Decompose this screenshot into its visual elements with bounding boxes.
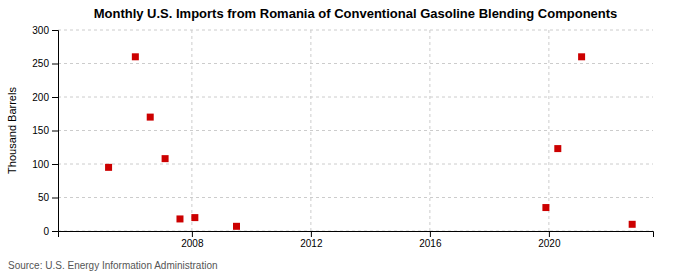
- y-grid-line: [58, 164, 653, 165]
- x-grid-line: [548, 30, 549, 231]
- y-tick: 100: [32, 159, 58, 170]
- plot: 2008 2012 2016 2020 0 50 100 150 200 250 300: [32, 25, 653, 249]
- point: [132, 53, 139, 60]
- y-tick: 0: [43, 226, 58, 237]
- y-tick-mark: [52, 64, 58, 65]
- y-tick: 200: [32, 92, 58, 103]
- x-tick-label: 2016: [419, 238, 442, 249]
- point: [162, 155, 169, 162]
- y-tick-mark: [52, 97, 58, 98]
- x-tick: 2012: [300, 231, 323, 249]
- y-tick: 300: [32, 25, 58, 36]
- x-tick-mark: [311, 231, 312, 237]
- point: [578, 53, 585, 60]
- y-tick-mark: [52, 231, 58, 232]
- x-tick-mark: [430, 231, 431, 237]
- y-axis-line: [52, 31, 59, 232]
- x-tick: 2020: [538, 231, 561, 249]
- y-grid-line: [58, 197, 653, 198]
- x-tick-mark: [549, 231, 550, 237]
- y-tick-mark: [52, 30, 58, 31]
- x-axis: 2008 2012 2016 2020: [59, 231, 654, 249]
- point: [105, 164, 112, 171]
- y-tick: 50: [38, 192, 58, 203]
- y-tick-label: 100: [32, 159, 49, 170]
- point: [629, 221, 636, 228]
- x-tick-label: 2008: [181, 238, 204, 249]
- points: [105, 53, 636, 230]
- y-grid-line: [58, 30, 653, 31]
- x-tick: 2008: [181, 231, 204, 249]
- y-grid-line: [58, 130, 653, 131]
- y-tick-label: 150: [32, 125, 49, 136]
- y-tick-mark: [52, 164, 58, 165]
- y-axis: 0 50 100 150 200 250 300: [32, 25, 58, 237]
- point: [233, 223, 240, 230]
- y-tick: 150: [32, 125, 58, 136]
- point: [147, 114, 154, 121]
- grid: [58, 30, 653, 231]
- x-tick-mark: [192, 231, 193, 237]
- y-tick-label: 0: [43, 226, 49, 237]
- y-tick-mark: [52, 131, 58, 132]
- point: [176, 215, 183, 222]
- x-tick: 2016: [419, 231, 442, 249]
- chart: 2008 2012 2016 2020 0 50 100 150 200 250 300 Monthl…: [0, 0, 675, 275]
- y-tick-label: 50: [38, 192, 50, 203]
- point: [191, 214, 198, 221]
- y-grid-line: [58, 63, 653, 64]
- title: Monthly U.S. Imports from Romania of Con…: [94, 6, 618, 21]
- point: [554, 145, 561, 152]
- y-tick: 250: [32, 58, 58, 69]
- y-axis-title: Thousand Barrels: [6, 87, 18, 174]
- y-tick-mark: [52, 198, 58, 199]
- x-tick-label: 2020: [538, 238, 561, 249]
- point: [542, 204, 549, 211]
- x-axis-line: [59, 232, 654, 238]
- y-tick-label: 300: [32, 25, 49, 36]
- y-tick-label: 250: [32, 58, 49, 69]
- y-grid-line: [58, 97, 653, 98]
- source: Source: U.S. Energy Information Administ…: [8, 260, 218, 271]
- x-tick-label: 2012: [300, 238, 323, 249]
- y-tick-label: 200: [32, 92, 49, 103]
